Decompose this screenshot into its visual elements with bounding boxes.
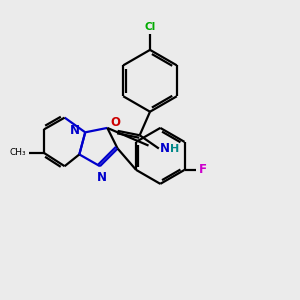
Text: O: O	[110, 116, 120, 129]
Text: H: H	[170, 143, 179, 154]
Text: F: F	[199, 164, 207, 176]
Text: N: N	[159, 142, 170, 155]
Text: N: N	[70, 124, 80, 137]
Text: N: N	[96, 172, 106, 184]
Text: CH₃: CH₃	[10, 148, 26, 158]
Text: Cl: Cl	[144, 22, 156, 32]
